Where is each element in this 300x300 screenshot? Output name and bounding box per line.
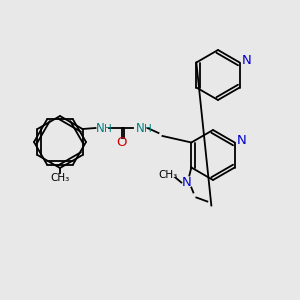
Text: H: H bbox=[103, 124, 111, 134]
Text: N: N bbox=[237, 134, 247, 147]
Text: H: H bbox=[144, 124, 152, 134]
Text: CH₃: CH₃ bbox=[50, 173, 70, 183]
Text: O: O bbox=[116, 136, 127, 149]
Text: CH₃: CH₃ bbox=[159, 170, 178, 181]
Text: N: N bbox=[136, 122, 145, 134]
Text: N: N bbox=[96, 122, 105, 134]
Text: N: N bbox=[182, 176, 191, 189]
Text: N: N bbox=[242, 54, 251, 67]
